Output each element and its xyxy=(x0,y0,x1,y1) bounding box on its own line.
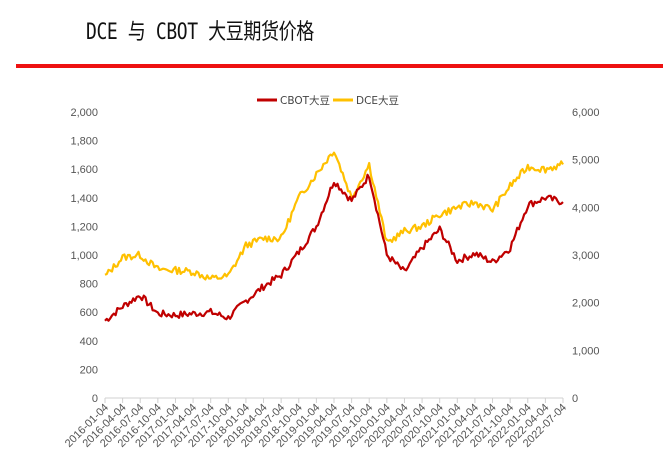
y-left-tick-label: 400 xyxy=(80,336,98,348)
y-left-tick-label: 0 xyxy=(92,393,98,405)
cbot-series-line xyxy=(104,173,564,322)
y-right-tick-label: 0 xyxy=(572,393,578,405)
x-axis: 2016-01-042016-04-042016-07-042016-10-04… xyxy=(63,398,569,450)
y-left-tick-label: 800 xyxy=(80,279,98,291)
chart-legend: CBOT大豆 DCE大豆 xyxy=(257,94,399,107)
legend-label-dce: DCE大豆 xyxy=(356,94,399,107)
series-lines xyxy=(104,151,564,322)
y-right-tick-label: 1,000 xyxy=(572,345,600,357)
y-left-tick-label: 1,000 xyxy=(70,250,98,262)
title-divider xyxy=(16,64,663,68)
y-right-tick-label: 3,000 xyxy=(572,250,600,262)
y-left-tick-label: 200 xyxy=(80,364,98,376)
page-title: DCE 与 CBOT 大豆期货价格 xyxy=(86,20,314,45)
y-right-tick-label: 2,000 xyxy=(572,298,600,310)
y-left-tick-label: 1,400 xyxy=(70,193,98,205)
y-left-tick-label: 2,000 xyxy=(70,107,98,119)
dce-series-line xyxy=(104,151,564,281)
y-left-tick-label: 1,800 xyxy=(70,136,98,148)
y-right-tick-label: 4,000 xyxy=(572,202,600,214)
y-axis-left: 0 200 400 600 800 1,000 1,200 1,400 1,600 1,800 2,… xyxy=(70,107,98,405)
y-right-tick-label: 6,000 xyxy=(572,107,600,119)
y-left-tick-label: 1,600 xyxy=(70,164,98,176)
y-right-tick-label: 5,000 xyxy=(572,155,600,167)
y-axis-right: 0 1,000 2,000 3,000 4,000 5,000 6,000 xyxy=(572,107,600,405)
y-left-tick-label: 1,200 xyxy=(70,221,98,233)
y-left-tick-label: 600 xyxy=(80,307,98,319)
legend-label-cbot: CBOT大豆 xyxy=(280,94,330,107)
